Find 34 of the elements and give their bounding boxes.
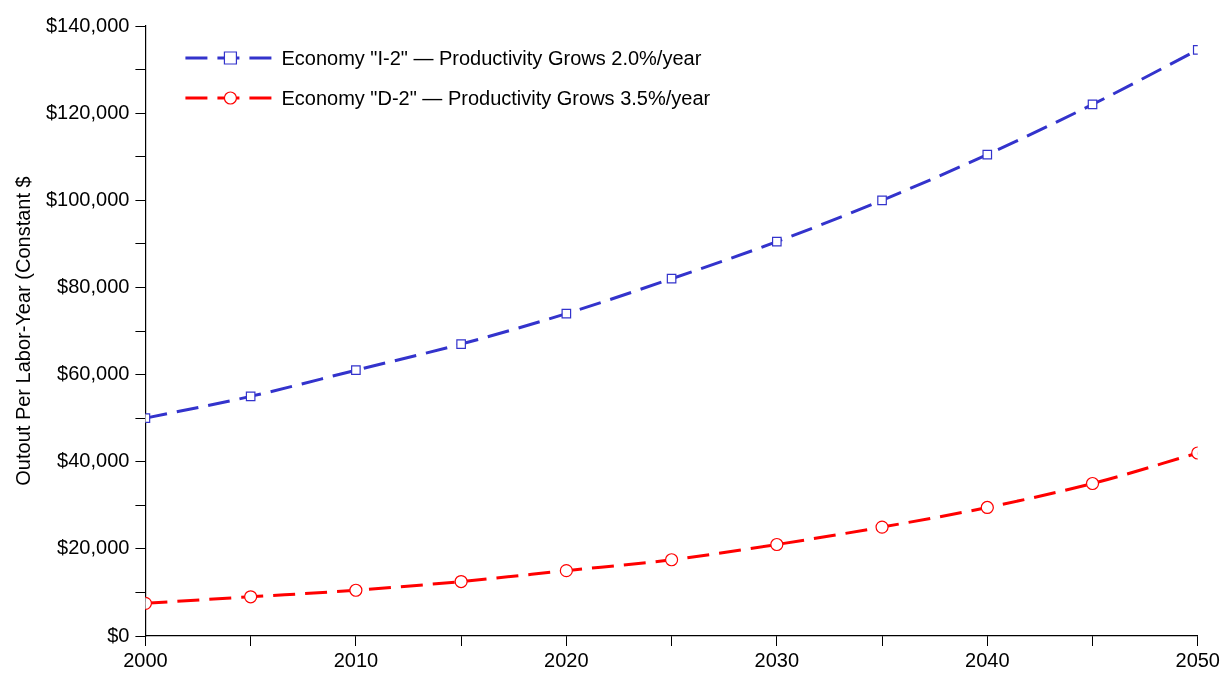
point [1085, 476, 1100, 491]
y-tick-label: $40,000 [57, 449, 130, 472]
y-axis-title: Outout Per Labor-Year (Constant $ [11, 176, 34, 486]
x-tick-label: 2040 [965, 648, 1010, 671]
y-tick-label: $100,000 [46, 187, 130, 210]
legend-label: Economy "D-2" — Productivity Grows 3.5%/year [281, 86, 711, 109]
y-tick-label: $80,000 [57, 274, 130, 297]
y-tick-label: $140,000 [46, 13, 130, 36]
point [351, 365, 361, 376]
point [666, 273, 677, 284]
point [456, 339, 466, 349]
x-tick-label: 2020 [544, 648, 589, 671]
point [770, 537, 784, 552]
y-tick-label: $60,000 [57, 362, 130, 385]
point [771, 236, 782, 247]
x-tick-label: 2050 [1175, 648, 1220, 671]
x-tick-label: 2000 [123, 648, 168, 671]
point [559, 564, 573, 578]
x-tick-label: 2030 [754, 648, 800, 671]
y-tick-label: $120,000 [46, 100, 130, 123]
point [980, 500, 994, 515]
point [982, 149, 993, 160]
point [349, 583, 363, 597]
point [245, 391, 256, 402]
point [561, 308, 572, 319]
x-tick-label: 2010 [333, 648, 379, 671]
point [244, 590, 258, 604]
y-tick-label: $20,000 [57, 536, 130, 559]
point [454, 574, 468, 589]
point [664, 553, 679, 567]
point [875, 520, 889, 534]
y-tick-label: $0 [107, 623, 130, 646]
legend-label: Economy "I-2" — Productivity Grows 2.0%/year [281, 46, 702, 69]
point [877, 195, 887, 206]
